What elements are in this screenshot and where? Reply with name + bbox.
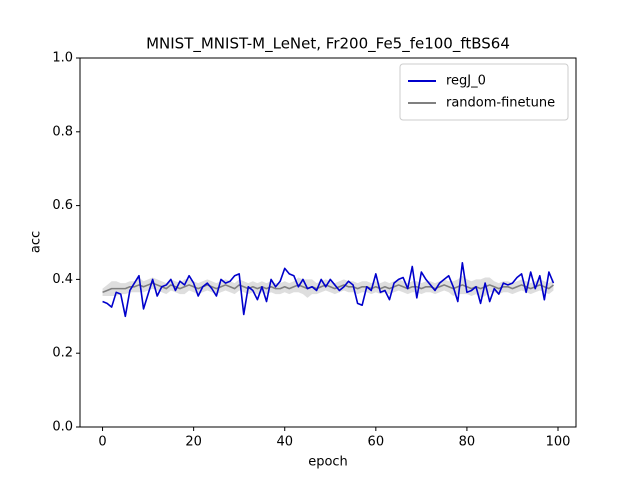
y-tick-label: 0.6	[52, 198, 73, 213]
y-tick-label: 0.8	[52, 124, 73, 139]
x-tick-label: 0	[98, 435, 106, 450]
y-tick-label: 0.2	[52, 346, 73, 361]
x-tick-label: 20	[185, 435, 202, 450]
series-line	[102, 282, 554, 294]
legend-label: regJ_0	[446, 74, 486, 89]
plot-frame	[79, 57, 577, 428]
series-line	[102, 261, 555, 318]
y-axis-label: acc	[29, 231, 44, 253]
legend-box	[399, 63, 569, 121]
x-tick-label: 40	[276, 435, 293, 450]
x-tick-label: 80	[459, 435, 476, 450]
chart-title: MNIST_MNIST-M_LeNet, Fr200_Fe5_fe100_ftB…	[146, 35, 510, 54]
legend-label: random-finetune	[446, 96, 555, 111]
x-tick-label: 100	[546, 435, 571, 450]
y-tick-label: 0.0	[52, 420, 73, 435]
y-tick-label: 1.0	[52, 51, 73, 66]
x-tick-label: 60	[368, 435, 385, 450]
x-axis-label: epoch	[308, 455, 348, 470]
y-tick-label: 0.4	[52, 272, 73, 287]
